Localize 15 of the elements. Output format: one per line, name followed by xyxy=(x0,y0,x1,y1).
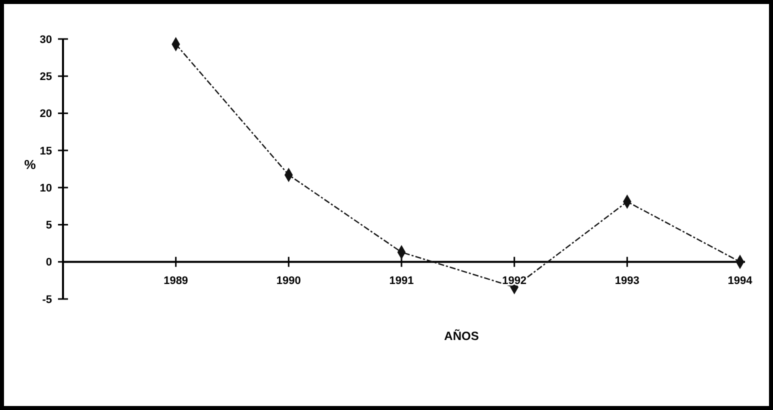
y-tick-label: 30 xyxy=(40,34,52,46)
x-axis-title: AÑOS xyxy=(444,329,479,343)
x-tick-label: 1991 xyxy=(389,274,414,287)
y-tick-label: 25 xyxy=(40,70,52,83)
y-tick-label: 20 xyxy=(40,108,52,120)
x-tick-label: 1990 xyxy=(276,274,301,287)
y-tick-label: 10 xyxy=(40,182,52,194)
x-tick-label: 1993 xyxy=(614,274,640,287)
y-tick-label: 0 xyxy=(46,256,52,269)
y-axis-title: % xyxy=(24,157,36,172)
y-tick-label: 5 xyxy=(46,220,52,232)
x-tick-label: 1994 xyxy=(728,274,754,287)
y-tick-label: -5 xyxy=(42,294,52,306)
x-tick-label: 1989 xyxy=(164,274,188,287)
y-tick-label: 15 xyxy=(40,145,52,158)
